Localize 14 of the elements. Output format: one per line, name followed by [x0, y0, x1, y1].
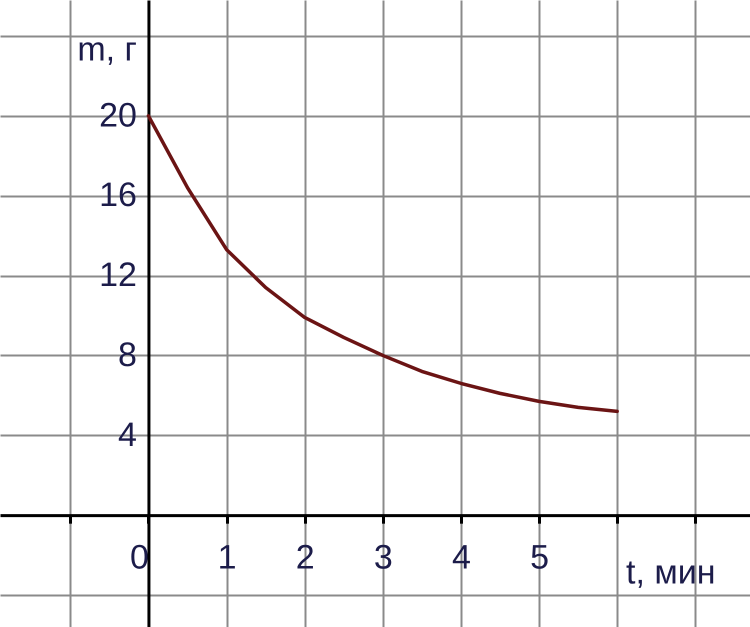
x-axis-title: t, мин — [626, 554, 716, 592]
y-tick-label: 12 — [99, 256, 137, 294]
y-tick-label: 8 — [118, 336, 137, 374]
y-tick-label: 4 — [118, 416, 137, 454]
x-tick-label: 0 — [130, 538, 149, 577]
x-tick-label: 1 — [218, 538, 237, 577]
x-tick-label: 2 — [296, 538, 315, 577]
x-tick-label: 3 — [374, 538, 393, 577]
y-tick-label: 16 — [99, 176, 137, 214]
y-axis-title: m, г — [77, 30, 137, 68]
x-tick-label: 5 — [530, 538, 550, 577]
y-tick-label: 20 — [99, 96, 137, 134]
line-series — [146, 114, 619, 414]
x-tick-label: 4 — [452, 538, 471, 577]
